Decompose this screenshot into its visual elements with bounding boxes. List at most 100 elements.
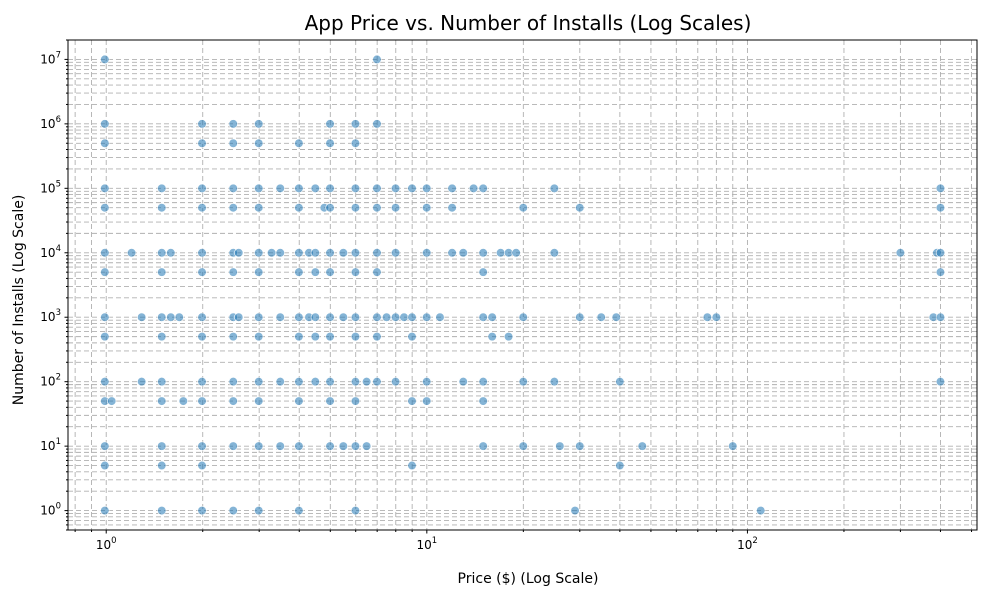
data-point	[157, 203, 167, 213]
data-point	[197, 183, 207, 193]
data-point	[157, 183, 167, 193]
data-point	[575, 203, 585, 213]
data-point	[275, 248, 285, 258]
data-point	[100, 138, 110, 148]
data-point	[197, 138, 207, 148]
data-point	[100, 460, 110, 471]
data-point	[197, 441, 207, 451]
data-point	[407, 332, 417, 342]
data-point	[254, 505, 264, 516]
data-point	[458, 248, 468, 258]
data-point	[407, 312, 417, 322]
data-point	[325, 183, 335, 193]
data-point	[228, 377, 238, 387]
data-point	[197, 312, 207, 322]
data-point	[254, 119, 264, 129]
data-point	[895, 248, 906, 258]
data-point	[570, 505, 580, 516]
y-tick-label: 104	[40, 244, 61, 260]
data-point	[228, 396, 238, 406]
data-point	[325, 441, 335, 451]
data-point	[275, 312, 285, 322]
data-point	[294, 505, 304, 516]
data-point	[294, 377, 304, 387]
data-point	[478, 267, 488, 277]
data-point	[137, 377, 147, 387]
data-point	[362, 377, 372, 387]
data-point	[228, 505, 238, 516]
data-point	[234, 248, 244, 258]
data-point	[228, 332, 238, 342]
y-tick-label: 105	[40, 179, 61, 195]
data-point	[234, 312, 244, 322]
data-point	[310, 248, 320, 258]
data-point	[100, 441, 110, 451]
data-point	[350, 203, 361, 213]
data-point	[555, 441, 565, 451]
data-point	[935, 203, 946, 213]
data-point	[372, 183, 382, 193]
data-point	[511, 248, 521, 258]
y-tick-label: 100	[40, 502, 61, 518]
data-point	[275, 183, 285, 193]
data-point	[372, 54, 382, 65]
data-point	[935, 267, 946, 277]
data-point	[197, 396, 207, 406]
x-tick-label: 101	[416, 536, 437, 552]
data-point	[310, 183, 320, 193]
data-point	[197, 203, 207, 213]
data-point	[615, 377, 625, 387]
data-point	[325, 248, 335, 258]
data-point	[100, 54, 110, 65]
data-point	[294, 396, 304, 406]
data-point	[518, 377, 528, 387]
y-tick-label: 106	[40, 115, 61, 131]
data-point	[637, 441, 647, 451]
data-point	[575, 441, 585, 451]
data-point	[254, 377, 264, 387]
data-point	[178, 396, 188, 406]
data-point	[702, 312, 712, 322]
data-point	[157, 460, 167, 471]
data-point	[350, 267, 361, 277]
data-point	[503, 332, 514, 342]
data-point	[294, 138, 304, 148]
data-point	[275, 377, 285, 387]
data-point	[166, 248, 176, 258]
data-point	[372, 377, 382, 387]
data-point	[325, 332, 335, 342]
data-point	[478, 441, 488, 451]
y-tick-label: 103	[40, 308, 61, 324]
data-point	[615, 460, 625, 471]
data-point	[157, 505, 167, 516]
data-point	[575, 312, 585, 322]
data-point	[325, 138, 335, 148]
data-point	[447, 248, 457, 258]
data-point	[294, 441, 304, 451]
data-point	[325, 377, 335, 387]
data-point	[228, 183, 238, 193]
data-point	[350, 505, 361, 516]
data-point	[126, 248, 137, 258]
data-point	[390, 183, 401, 193]
data-point	[294, 183, 304, 193]
data-point	[518, 203, 528, 213]
data-point	[478, 377, 488, 387]
data-point	[422, 248, 432, 258]
data-point	[350, 377, 361, 387]
data-points	[100, 54, 946, 516]
data-point	[611, 312, 621, 322]
data-point	[197, 332, 207, 342]
data-point	[254, 248, 264, 258]
data-point	[325, 396, 335, 406]
data-point	[407, 460, 417, 471]
data-point	[935, 377, 946, 387]
plot-frame	[67, 39, 978, 531]
data-point	[254, 203, 264, 213]
data-point	[254, 396, 264, 406]
data-point	[197, 377, 207, 387]
data-point	[338, 312, 348, 322]
data-point	[157, 332, 167, 342]
data-point	[496, 248, 506, 258]
